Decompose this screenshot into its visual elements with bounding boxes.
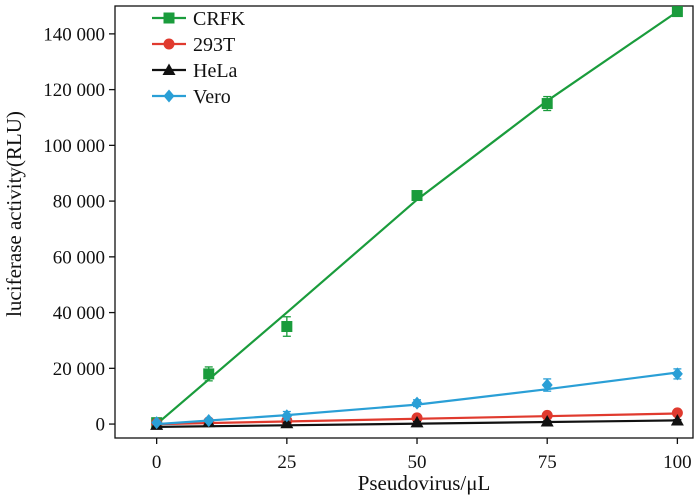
y-tick-label-20000: 20 000 (53, 359, 105, 380)
point-vero-75 (541, 378, 553, 392)
point-hela-100 (670, 413, 684, 426)
point-hela-50 (410, 415, 424, 428)
legend-marker-vero (163, 89, 175, 103)
point-hela-75 (540, 415, 554, 427)
y-axis-title: luciferase activity(RLU) (2, 111, 26, 317)
legend-label-293t: 293T (193, 34, 235, 56)
y-tick-label-0: 0 (96, 415, 106, 436)
y-tick-label-140000: 140 000 (43, 24, 105, 45)
x-tick-label-75: 75 (538, 452, 557, 473)
point-crfk-25 (281, 321, 293, 333)
legend-label-vero: Vero (193, 86, 231, 108)
legend-item-293t: 293T (152, 34, 235, 56)
point-vero-0 (151, 416, 163, 430)
y-axis: 0 20 000 40 000 60 000 80 000 100 000 120 000 1… (43, 24, 115, 436)
x-tick-label-50: 50 (408, 452, 427, 473)
point-crfk-50 (411, 190, 423, 202)
y-tick-label-60000: 60 000 (53, 247, 105, 268)
series-vero (151, 367, 683, 430)
point-vero-25 (281, 409, 293, 423)
point-hela-25 (280, 416, 294, 429)
legend: CRFK 293T HeLa Vero (152, 8, 246, 108)
point-293t-100 (671, 407, 683, 419)
x-axis: 0 25 50 75 100 (152, 438, 692, 473)
legend-marker-hela (162, 63, 176, 75)
legend-marker-293t (163, 38, 175, 50)
point-vero-100 (671, 367, 683, 381)
plot-frame (114, 5, 694, 439)
x-tick-label-100: 100 (663, 452, 692, 473)
point-vero-10 (203, 413, 215, 427)
y-tick-label-40000: 40 000 (53, 303, 105, 324)
legend-label-hela: HeLa (193, 60, 238, 82)
plot-area (114, 5, 694, 439)
x-tick-label-25: 25 (277, 452, 296, 473)
point-crfk-10 (203, 368, 215, 380)
y-tick-label-120000: 120 000 (43, 80, 105, 101)
legend-item-vero: Vero (152, 86, 231, 108)
y-tick-label-100000: 100 000 (43, 136, 105, 157)
legend-item-hela: HeLa (152, 60, 238, 82)
x-axis-title: Pseudovirus/μL (358, 471, 491, 495)
legend-label-crfk: CRFK (193, 8, 246, 30)
series-layer (150, 6, 684, 430)
legend-marker-crfk (163, 12, 175, 24)
point-vero-50 (411, 396, 423, 410)
x-tick-label-0: 0 (152, 452, 162, 473)
y-tick-label-80000: 80 000 (53, 192, 105, 213)
legend-item-crfk: CRFK (152, 8, 246, 30)
series-crfk (151, 6, 683, 429)
point-crfk-75 (541, 98, 553, 110)
point-crfk-100 (671, 6, 683, 18)
